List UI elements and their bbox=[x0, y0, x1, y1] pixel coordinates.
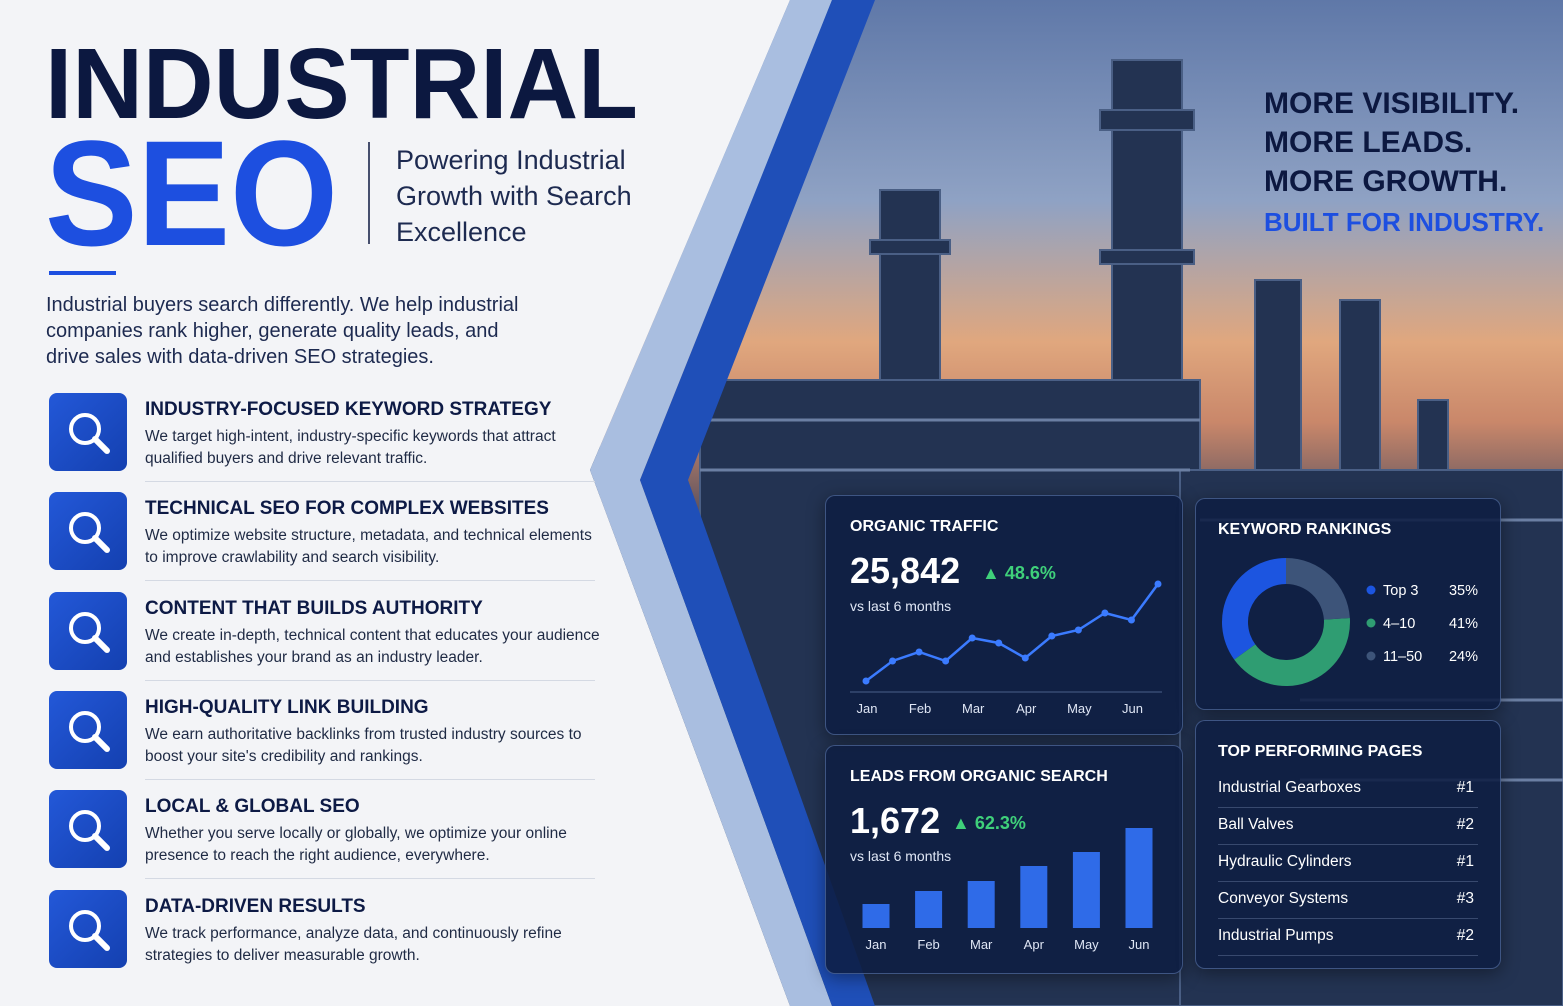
separator bbox=[145, 580, 595, 582]
feature-text: We target high-intent, industry-specific… bbox=[145, 428, 556, 467]
traffic-card: ORGANIC TRAFFIC 25,842 ▲ 48.6% vs last 6… bbox=[825, 495, 1183, 735]
separator bbox=[145, 679, 595, 681]
page-name: Conveyor Systems bbox=[1218, 890, 1349, 907]
metric: 1,672 bbox=[850, 800, 941, 841]
card-title: TOP PERFORMING PAGES bbox=[1218, 743, 1423, 760]
feature-text: We track performance, analyze data, and … bbox=[145, 924, 562, 964]
feature-icon bbox=[49, 889, 127, 968]
period: vs last 6 months bbox=[850, 598, 952, 614]
page-name: Hydraulic Cylinders bbox=[1218, 853, 1352, 870]
feature-icon bbox=[49, 492, 127, 571]
card-title: KEYWORD RANKINGS bbox=[1218, 521, 1392, 538]
page-row: Conveyor Systems #3 bbox=[1218, 882, 1478, 919]
separator bbox=[145, 778, 595, 780]
leads-card: LEADS FROM ORGANIC SEARCH 1,672 ▲ 62.3% … bbox=[825, 745, 1183, 974]
slogan-line: MORE LEADS. bbox=[1264, 126, 1473, 159]
separator bbox=[145, 481, 595, 482]
feature-text: Whether you serve locally or globally, w… bbox=[145, 825, 567, 865]
change: ▲ 48.6% bbox=[982, 563, 1056, 583]
page-name: Ball Valves bbox=[1218, 816, 1294, 833]
page-row: Industrial Gearboxes #1 bbox=[1218, 771, 1478, 808]
icon-glyph bbox=[69, 413, 110, 454]
icon-glyph bbox=[69, 611, 110, 653]
feature-title: HIGH-QUALITY LINK BUILDING bbox=[145, 696, 429, 718]
feature-title: TECHNICAL SEO FOR COMPLEX WEBSITES bbox=[145, 498, 549, 520]
period: vs last 6 months bbox=[850, 848, 952, 864]
pages-card: TOP PERFORMING PAGES Industrial Gearboxe… bbox=[1195, 720, 1501, 969]
change: ▲ 62.3% bbox=[952, 813, 1026, 833]
icon-glyph bbox=[69, 512, 110, 554]
intro: Industrial buyers search differently. We… bbox=[46, 294, 519, 368]
feature-icon bbox=[49, 690, 127, 769]
feature-title: LOCAL & GLOBAL SEO bbox=[145, 796, 360, 818]
slogan-line: MORE VISIBILITY. bbox=[1264, 87, 1520, 120]
feature-icon bbox=[49, 591, 127, 670]
icon-glyph bbox=[69, 909, 110, 951]
page-row: Hydraulic Cylinders #1 bbox=[1218, 845, 1478, 882]
card-title: ORGANIC TRAFFIC bbox=[850, 518, 999, 535]
feature-text: We create in-depth, technical content th… bbox=[145, 626, 600, 666]
keyword-card: KEYWORD RANKINGS bbox=[1195, 498, 1501, 710]
page-name: Industrial Gearboxes bbox=[1218, 779, 1362, 796]
separator bbox=[145, 878, 595, 880]
page-rank: #1 bbox=[1456, 779, 1474, 796]
feature-text: We optimize website structure, metadata,… bbox=[145, 527, 592, 567]
page-name: Industrial Pumps bbox=[1218, 927, 1334, 944]
feature-title: DATA-DRIVEN RESULTS bbox=[145, 895, 366, 917]
slogan-highlight: BUILT FOR INDUSTRY. bbox=[1264, 207, 1545, 237]
feature-title: CONTENT THAT BUILDS AUTHORITY bbox=[145, 597, 483, 619]
change-value: 48.6% bbox=[1004, 563, 1056, 583]
metric: 25,842 bbox=[850, 550, 961, 591]
feature-title: INDUSTRY-FOCUSED KEYWORD STRATEGY bbox=[145, 399, 552, 420]
feature-text: We earn authoritative backlinks from tru… bbox=[145, 725, 582, 765]
slogan-line: MORE GROWTH. bbox=[1264, 165, 1508, 198]
page-row: Industrial Pumps #2 bbox=[1218, 919, 1478, 956]
title-line1: INDUSTRIAL bbox=[45, 28, 638, 140]
card-title: LEADS FROM ORGANIC SEARCH bbox=[850, 768, 1108, 785]
icon-glyph bbox=[69, 810, 110, 852]
page-rank: #2 bbox=[1456, 927, 1474, 944]
title-line2: SEO bbox=[45, 109, 338, 277]
page-rank: #1 bbox=[1456, 853, 1474, 870]
change-value: 62.3% bbox=[974, 813, 1026, 833]
page-rank: #2 bbox=[1456, 816, 1474, 833]
feature-icon bbox=[49, 790, 127, 869]
tagline: Powering Industrial Growth with Search E… bbox=[396, 145, 632, 247]
feature-icon bbox=[49, 393, 127, 471]
slogan: MORE VISIBILITY. MORE LEADS. MORE GROWTH… bbox=[1264, 84, 1544, 242]
page-rank: #3 bbox=[1456, 890, 1474, 907]
icon-glyph bbox=[69, 710, 110, 752]
page-row: Ball Valves #2 bbox=[1218, 808, 1478, 845]
